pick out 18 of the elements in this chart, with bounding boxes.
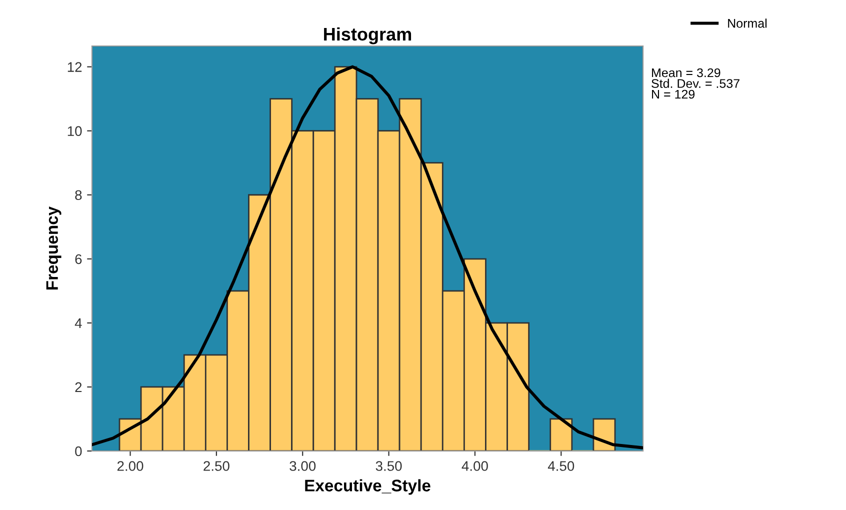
y-tick-label: 2: [75, 382, 82, 392]
x-tick-label: 4.50: [548, 461, 574, 471]
y-axis-title: Frequency: [46, 206, 62, 290]
x-axis-title: Executive_Style: [305, 479, 430, 495]
x-tick-label: 2.50: [204, 461, 230, 471]
legend-label: Normal: [728, 18, 767, 28]
y-tick-label: 4: [74, 318, 82, 328]
chart-title: Histogram: [324, 27, 412, 44]
x-tick-label: 3.50: [376, 461, 402, 471]
y-tick-label: 0: [75, 446, 82, 456]
y-tick-label: 10: [68, 126, 82, 136]
text: Mean = 3.29 Std. Dev. = .537 N = 129: [652, 68, 740, 99]
y-tick-label: 8: [75, 190, 82, 200]
y-tick-label: 12: [68, 62, 82, 72]
y-tick-label: 6: [75, 254, 82, 264]
x-tick-label: 2.00: [117, 461, 144, 471]
x-tick-label: 4.00: [462, 461, 488, 471]
x-tick-label: 3.00: [290, 461, 316, 471]
